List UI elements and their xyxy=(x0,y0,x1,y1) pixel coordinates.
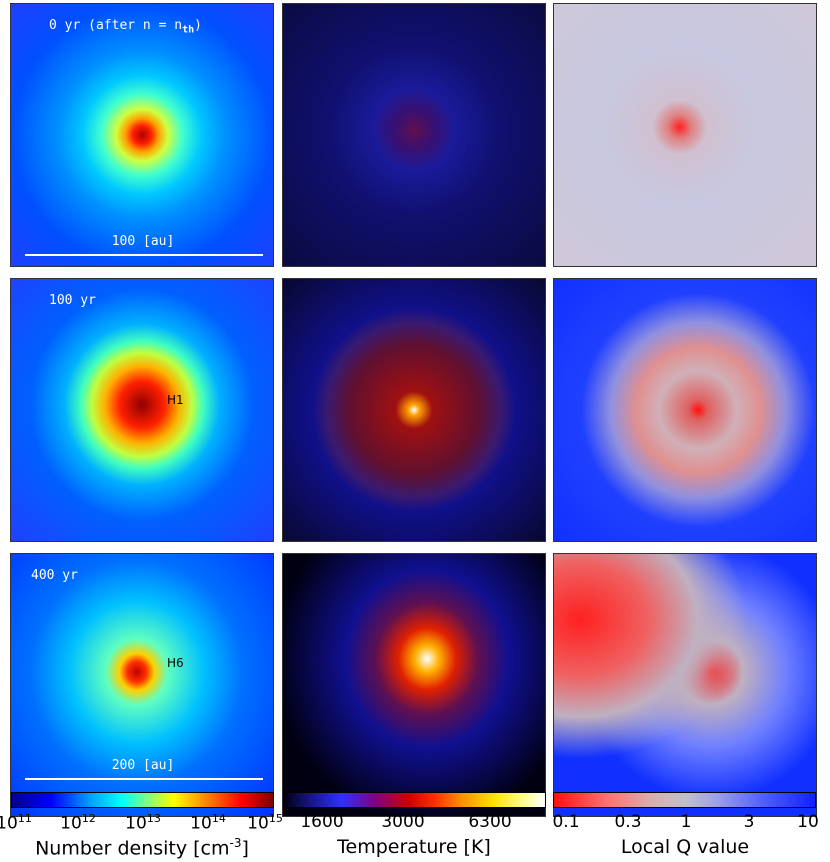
colorbar xyxy=(283,792,546,808)
tick-label: 0.3 xyxy=(614,812,642,832)
marker-label: H1 xyxy=(167,393,184,407)
tick-label: 1011 xyxy=(0,812,32,834)
tick-label: 1012 xyxy=(60,812,96,834)
panel xyxy=(553,553,817,817)
scale-label: 100 [au] xyxy=(111,234,175,249)
colorbar-title: Number density [cm-3] xyxy=(35,836,249,860)
panel-label: 400 yr xyxy=(31,568,78,583)
tick-label: 3 xyxy=(743,812,755,832)
panel: 0 yr (after n = nth) 100 [au] xyxy=(10,3,274,267)
scale-label: 200 [au] xyxy=(111,758,175,773)
panel xyxy=(553,278,817,542)
tick-label: 1013 xyxy=(125,812,161,834)
panel xyxy=(282,278,546,542)
marker-label: H6 xyxy=(167,656,184,670)
tick-label: 10 xyxy=(797,812,819,832)
panel-label: 100 yr xyxy=(49,293,96,308)
tick-label: 1014 xyxy=(190,812,226,834)
colorbar xyxy=(11,792,274,808)
tick-label: 6300 xyxy=(468,812,512,832)
panel xyxy=(553,3,817,267)
panel xyxy=(282,553,546,817)
tick-label: 1 xyxy=(680,812,692,832)
scale-bar xyxy=(25,778,263,780)
panel-label: 0 yr (after n = nth) xyxy=(49,18,202,36)
tick-label: 0.1 xyxy=(552,812,580,832)
scale-bar xyxy=(25,254,263,256)
tick-label: 3000 xyxy=(381,812,425,832)
tick-label: 1015 xyxy=(247,812,283,834)
panel: 100 yr H1 xyxy=(10,278,274,542)
colorbar xyxy=(553,792,816,808)
panel xyxy=(282,3,546,267)
colorbar-title: Temperature [K] xyxy=(337,836,491,858)
colorbar-title: Local Q value xyxy=(620,836,750,858)
panel: 400 yr H6 200 [au] xyxy=(10,553,274,817)
tick-label: 1600 xyxy=(300,812,344,832)
